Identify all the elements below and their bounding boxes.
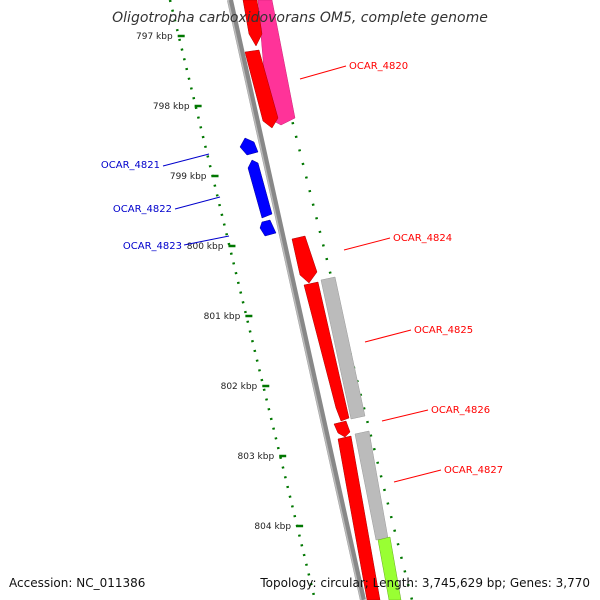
ruler-tick-label: 802 kbp bbox=[221, 382, 258, 392]
callout-line-ocar-4822 bbox=[174, 196, 221, 210]
gene-label-ocar-4823[interactable]: OCAR_4823 bbox=[123, 241, 182, 252]
gene-ocar-4825-gray[interactable] bbox=[320, 276, 366, 420]
gene-label-ocar-4822[interactable]: OCAR_4822 bbox=[113, 204, 172, 215]
gene-ocar-4825[interactable] bbox=[303, 281, 350, 422]
gene-ocar-4819[interactable] bbox=[242, 0, 263, 47]
ruler-tick-label: 801 kbp bbox=[204, 312, 241, 322]
gene-lime[interactable] bbox=[377, 536, 402, 600]
callout-line-ocar-4827 bbox=[393, 469, 442, 483]
gene-label-ocar-4821[interactable]: OCAR_4821 bbox=[101, 160, 160, 171]
gene-ocar-4822[interactable] bbox=[247, 159, 273, 219]
gene-ocar-4827[interactable] bbox=[337, 435, 381, 600]
gene-ocar-4823[interactable] bbox=[259, 219, 277, 237]
map-title: Oligotropha carboxidovorans OM5, complet… bbox=[112, 10, 488, 26]
callout-line-ocar-4824 bbox=[343, 237, 391, 251]
callout-line-ocar-4820 bbox=[299, 65, 347, 80]
genome-summary-text: Topology: circular; Length: 3,745,629 bp… bbox=[259, 576, 590, 590]
callout-line-ocar-4826 bbox=[381, 409, 429, 422]
ruler-tick-label: 803 kbp bbox=[238, 452, 275, 462]
callout-line-ocar-4823 bbox=[183, 235, 230, 246]
gene-label-ocar-4825[interactable]: OCAR_4825 bbox=[414, 325, 473, 336]
gene-label-ocar-4826[interactable]: OCAR_4826 bbox=[431, 405, 490, 416]
ruler-tick-label: 798 kbp bbox=[153, 102, 190, 112]
genes bbox=[239, 0, 402, 600]
ruler-tick-label: 804 kbp bbox=[254, 522, 291, 532]
genome-backbone bbox=[227, 0, 366, 600]
ruler-tick-label: 799 kbp bbox=[170, 172, 207, 182]
gene-ocar-4826[interactable] bbox=[333, 420, 351, 438]
gene-label-ocar-4820[interactable]: OCAR_4820 bbox=[349, 61, 408, 72]
gene-label-ocar-4827[interactable]: OCAR_4827 bbox=[444, 465, 503, 476]
genome-backbone-highlight bbox=[227, 0, 362, 600]
ruler-track bbox=[168, 0, 317, 600]
ruler-tick-label: 800 kbp bbox=[187, 242, 224, 252]
callout-line-ocar-4821 bbox=[162, 153, 210, 167]
gene-label-ocar-4824[interactable]: OCAR_4824 bbox=[393, 233, 452, 244]
ruler-ticks: 797 kbp 798 kbp 799 kbp 800 kbp 801 kbp 802 k… bbox=[136, 32, 304, 532]
callout-lines bbox=[162, 65, 442, 483]
ruler-tick-label: 797 kbp bbox=[136, 32, 173, 42]
callout-line-ocar-4825 bbox=[364, 329, 412, 343]
accession-text: Accession: NC_011386 bbox=[9, 576, 145, 590]
gene-ocar-4820[interactable] bbox=[244, 49, 279, 129]
gene-ocar-4821[interactable] bbox=[239, 137, 259, 156]
gene-ocar-4824[interactable] bbox=[291, 235, 318, 284]
gene-labels: OCAR_4820 OCAR_4821 OCAR_4822 OCAR_4823 … bbox=[101, 61, 503, 476]
